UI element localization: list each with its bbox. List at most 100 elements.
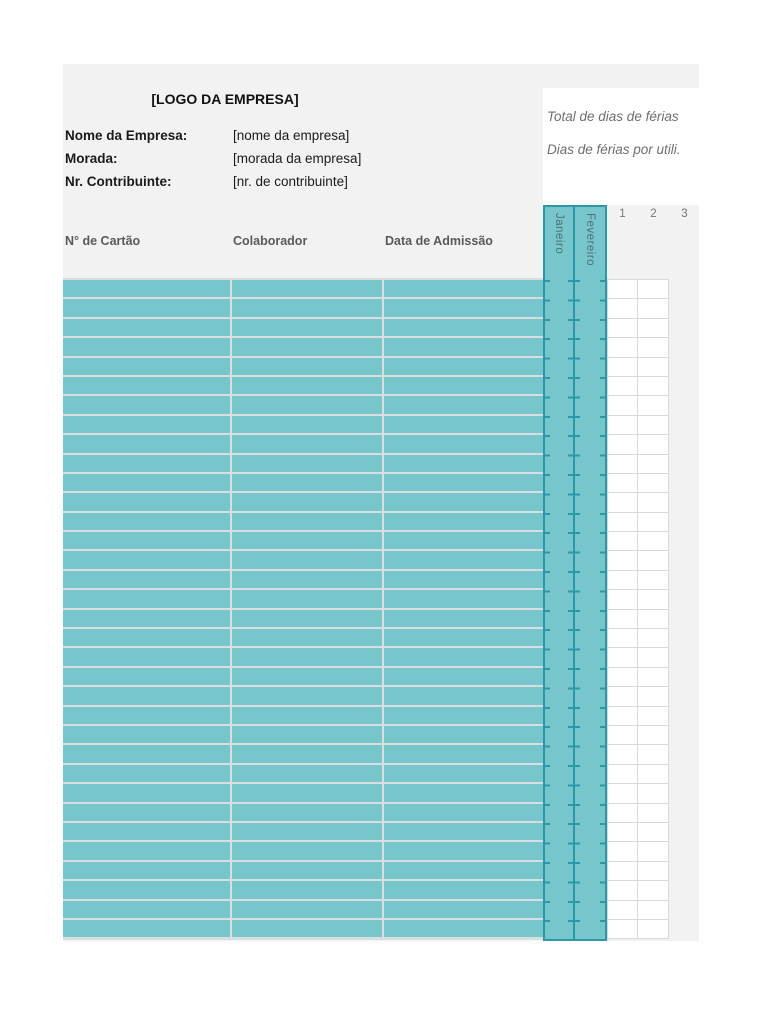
day-cell[interactable] xyxy=(638,648,669,668)
employee-cell[interactable] xyxy=(384,784,543,802)
employee-cell[interactable] xyxy=(63,900,230,918)
employee-cell[interactable] xyxy=(232,396,382,414)
day-cell[interactable] xyxy=(638,629,669,649)
employee-cell[interactable] xyxy=(63,454,230,472)
employee-cell[interactable] xyxy=(384,919,543,938)
employee-cell[interactable] xyxy=(63,609,230,628)
employee-cell[interactable] xyxy=(384,667,543,686)
employee-cell[interactable] xyxy=(63,376,230,395)
employee-cell[interactable] xyxy=(232,454,382,472)
employee-cell[interactable] xyxy=(63,842,230,860)
day-cell[interactable] xyxy=(608,861,638,882)
employee-cell[interactable] xyxy=(232,648,382,666)
day-cell[interactable] xyxy=(608,919,638,940)
day-cell[interactable] xyxy=(638,590,669,610)
day-cell[interactable] xyxy=(638,919,669,940)
employee-cell[interactable] xyxy=(232,357,382,375)
employee-cell[interactable] xyxy=(63,396,230,414)
employee-cell[interactable] xyxy=(384,376,543,395)
employee-cell[interactable] xyxy=(232,609,382,628)
employee-cell[interactable] xyxy=(63,570,230,589)
employee-cell[interactable] xyxy=(384,435,543,453)
employee-cell[interactable] xyxy=(63,532,230,550)
day-cell[interactable] xyxy=(638,357,669,377)
employee-cell[interactable] xyxy=(63,299,230,317)
employee-cell[interactable] xyxy=(384,822,543,841)
day-cell[interactable] xyxy=(608,396,638,416)
employee-cell[interactable] xyxy=(232,629,382,647)
employee-cell[interactable] xyxy=(232,338,382,356)
employee-cell[interactable] xyxy=(384,280,543,298)
day-cell[interactable] xyxy=(608,551,638,571)
employee-cell[interactable] xyxy=(384,532,543,550)
employee-cell[interactable] xyxy=(232,687,382,705)
day-cell[interactable] xyxy=(638,376,669,397)
day-cell[interactable] xyxy=(638,512,669,533)
day-cell[interactable] xyxy=(608,803,638,823)
day-cell[interactable] xyxy=(638,861,669,882)
employee-cell[interactable] xyxy=(384,338,543,356)
day-cell[interactable] xyxy=(638,493,669,513)
employee-cell[interactable] xyxy=(232,667,382,686)
employee-cell[interactable] xyxy=(232,473,382,492)
employee-cell[interactable] xyxy=(384,415,543,434)
employee-cell[interactable] xyxy=(232,570,382,589)
day-cell[interactable] xyxy=(608,473,638,494)
day-cell[interactable] xyxy=(638,338,669,358)
day-cell[interactable] xyxy=(638,764,669,785)
employee-cell[interactable] xyxy=(384,881,543,899)
day-cell[interactable] xyxy=(638,280,669,300)
employee-cell[interactable] xyxy=(232,745,382,763)
day-cell[interactable] xyxy=(608,435,638,455)
employee-cell[interactable] xyxy=(63,822,230,841)
day-cell[interactable] xyxy=(608,280,638,300)
employee-cell[interactable] xyxy=(63,667,230,686)
employee-cell[interactable] xyxy=(384,687,543,705)
day-cell[interactable] xyxy=(638,706,669,726)
employee-cell[interactable] xyxy=(232,725,382,744)
employee-cell[interactable] xyxy=(63,551,230,569)
employee-cell[interactable] xyxy=(232,881,382,899)
day-cell[interactable] xyxy=(608,687,638,707)
day-cell[interactable] xyxy=(638,667,669,688)
day-cell[interactable] xyxy=(638,725,669,746)
day-cell[interactable] xyxy=(638,803,669,823)
day-cell[interactable] xyxy=(608,706,638,726)
day-cell[interactable] xyxy=(638,784,669,804)
day-cell[interactable] xyxy=(608,318,638,339)
employee-cell[interactable] xyxy=(384,570,543,589)
employee-cell[interactable] xyxy=(63,745,230,763)
employee-cell[interactable] xyxy=(232,551,382,569)
day-cell[interactable] xyxy=(638,532,669,552)
day-cell[interactable] xyxy=(638,570,669,591)
employee-cell[interactable] xyxy=(63,435,230,453)
employee-cell[interactable] xyxy=(384,454,543,472)
day-cell[interactable] xyxy=(608,415,638,436)
employee-cell[interactable] xyxy=(232,919,382,938)
day-cell[interactable] xyxy=(608,629,638,649)
day-cell[interactable] xyxy=(608,745,638,765)
employee-cell[interactable] xyxy=(384,357,543,375)
day-cell[interactable] xyxy=(608,784,638,804)
employee-cell[interactable] xyxy=(63,764,230,783)
employee-cell[interactable] xyxy=(63,338,230,356)
employee-cell[interactable] xyxy=(63,473,230,492)
day-cell[interactable] xyxy=(638,415,669,436)
employee-cell[interactable] xyxy=(63,648,230,666)
day-cell[interactable] xyxy=(608,842,638,862)
day-cell[interactable] xyxy=(638,609,669,630)
day-cell[interactable] xyxy=(638,299,669,319)
employee-cell[interactable] xyxy=(232,900,382,918)
day-cell[interactable] xyxy=(608,822,638,843)
employee-cell[interactable] xyxy=(63,861,230,880)
employee-cell[interactable] xyxy=(63,415,230,434)
day-cell[interactable] xyxy=(638,473,669,494)
employee-cell[interactable] xyxy=(232,706,382,724)
employee-cell[interactable] xyxy=(232,376,382,395)
employee-cell[interactable] xyxy=(232,764,382,783)
day-cell[interactable] xyxy=(638,745,669,765)
month-column-janeiro[interactable]: Janeiro xyxy=(543,205,575,941)
employee-cell[interactable] xyxy=(63,318,230,337)
employee-cell[interactable] xyxy=(232,822,382,841)
day-cell[interactable] xyxy=(608,512,638,533)
